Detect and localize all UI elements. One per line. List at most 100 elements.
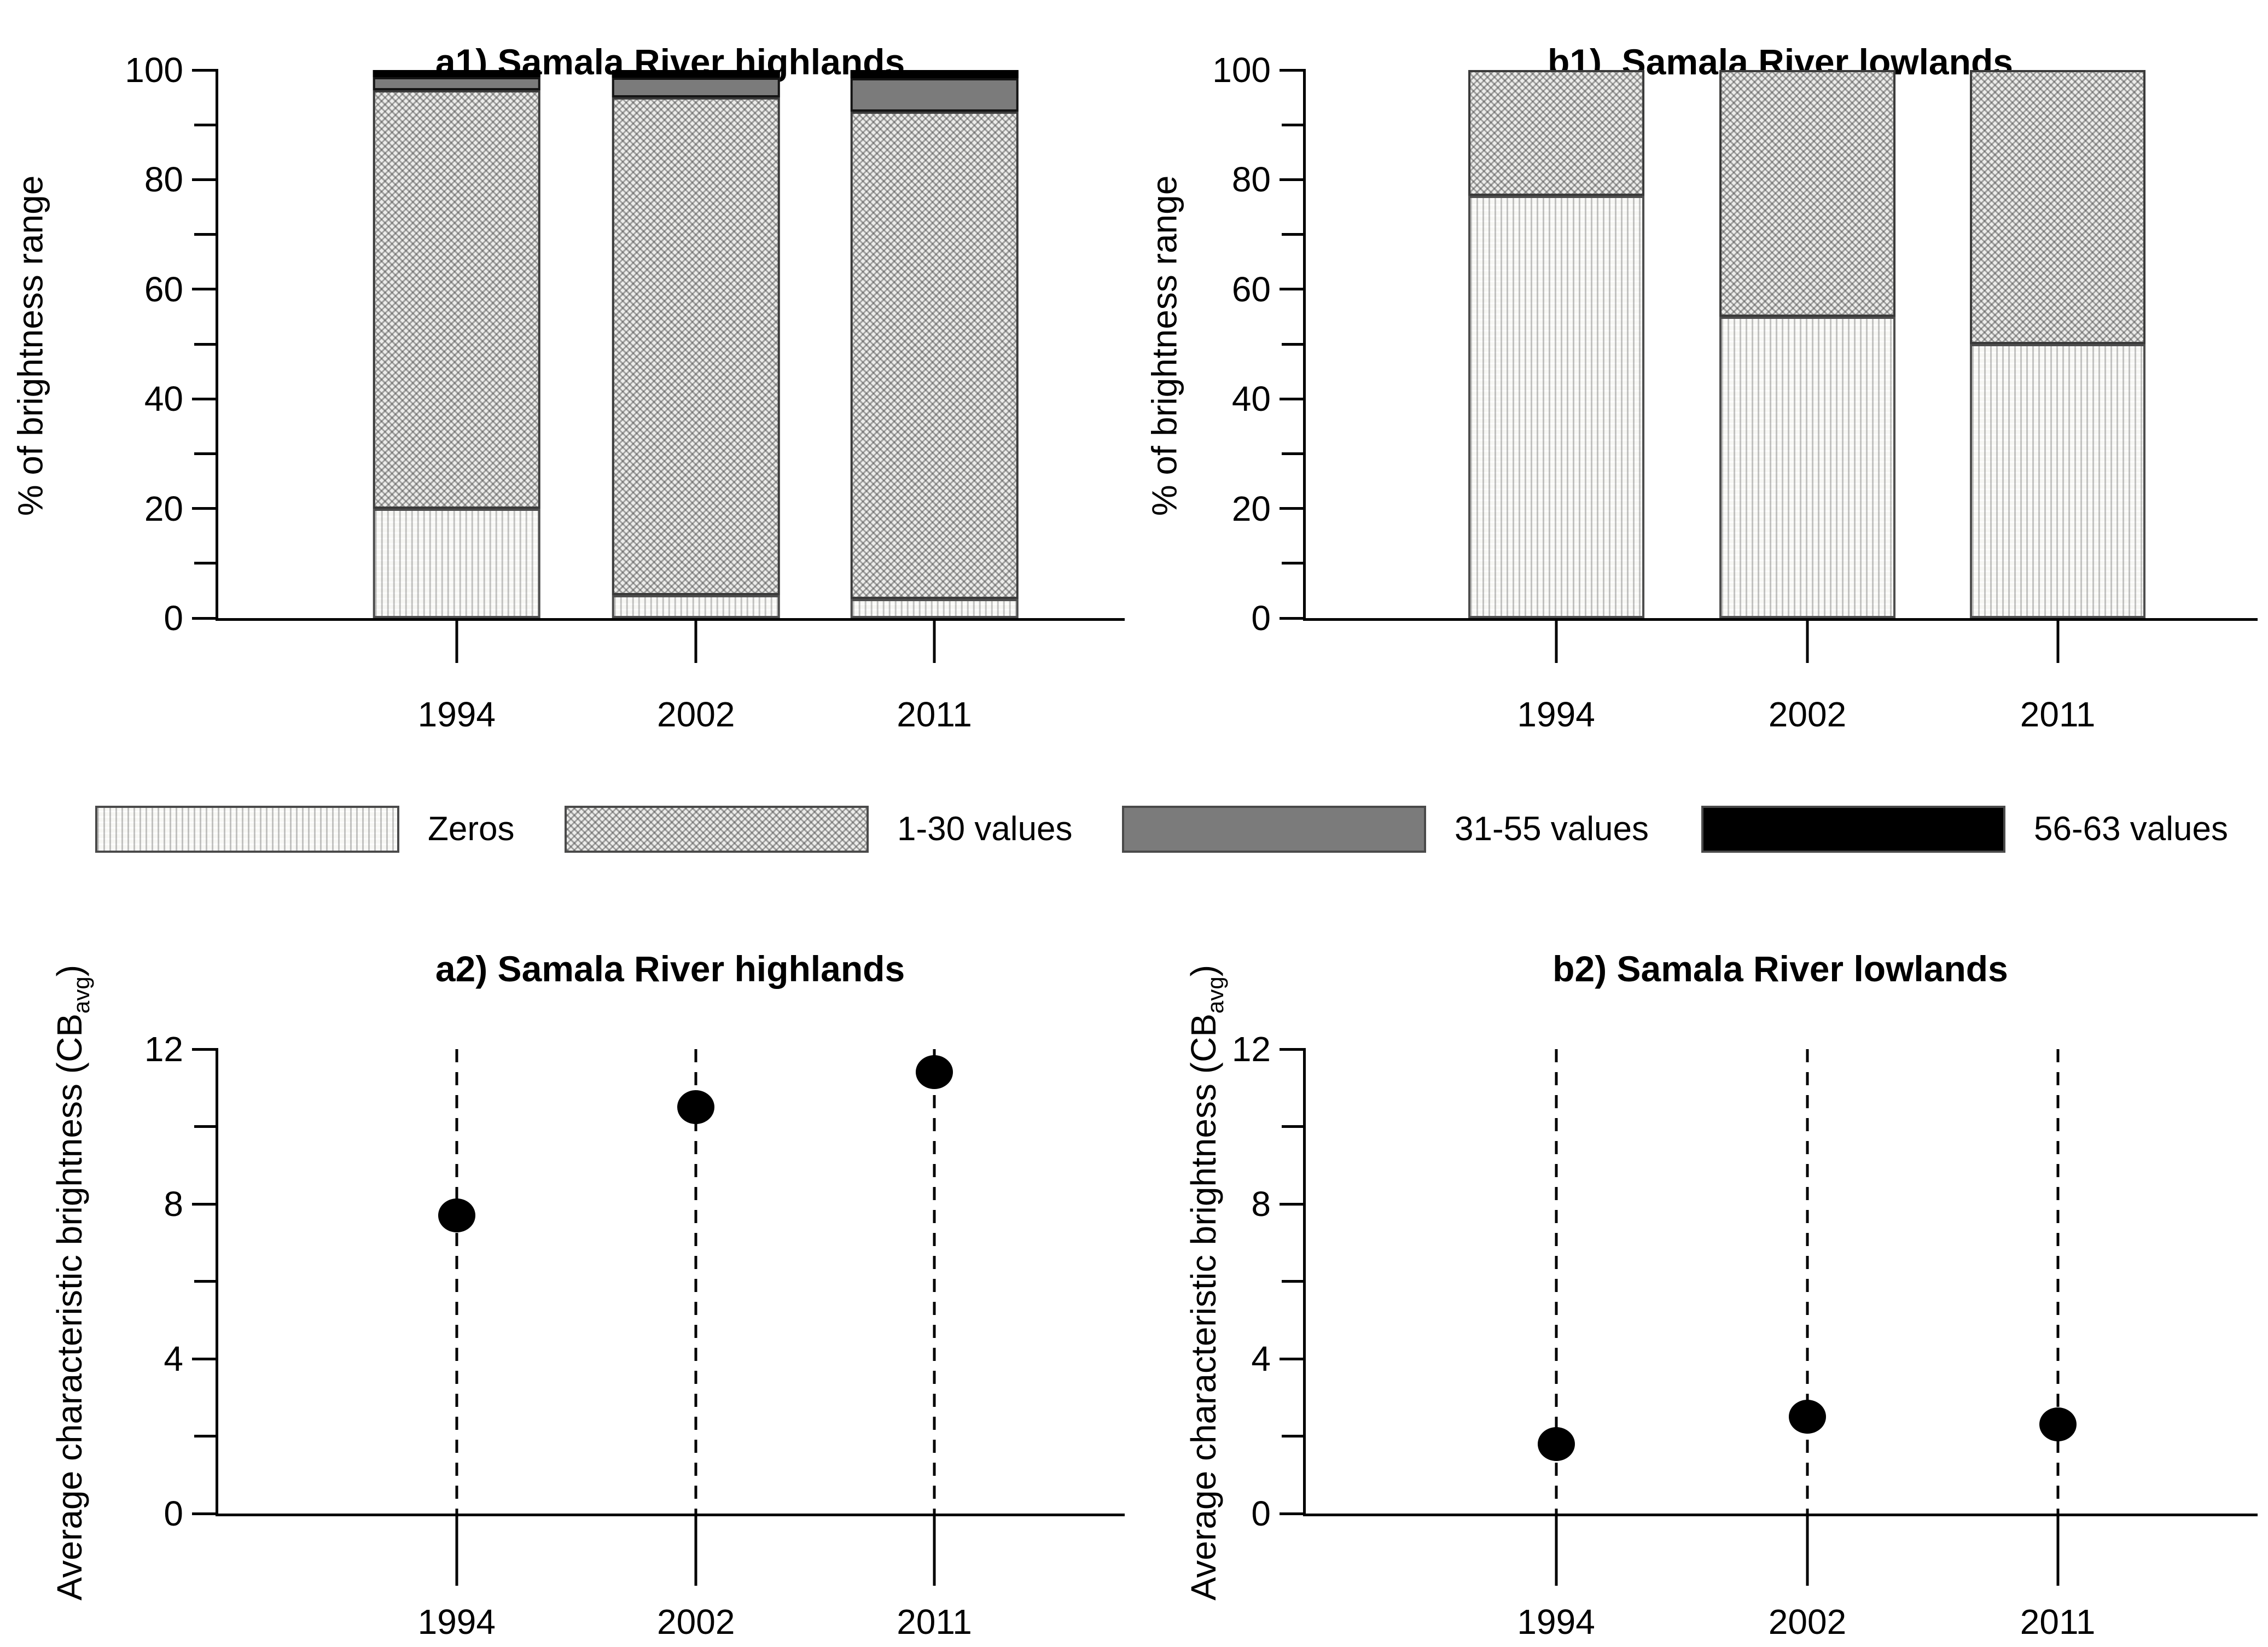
stacked-bar (373, 70, 541, 618)
y-axis-major-tick (192, 507, 218, 510)
legend-swatch-56-63 (1701, 806, 2005, 853)
stacked-bar (1719, 70, 1895, 618)
bar-segment-v31_55 (850, 78, 1019, 112)
legend-item-1-30: 1-30 values (565, 806, 1073, 853)
y-axis-minor-tick (1282, 123, 1306, 126)
y-axis-tick-label: 4 (1251, 1339, 1271, 1379)
y-axis-tick-label: 60 (1231, 269, 1271, 309)
y-axis-minor-tick (1282, 1280, 1306, 1283)
y-axis-minor-tick (194, 562, 218, 565)
bar-segment-zeros (850, 598, 1019, 618)
panel-b1-lowlands-bars: b1) Samala River lowlands % of brightnes… (1134, 0, 2268, 763)
bar-segment-v1_30 (1969, 70, 2146, 344)
chart-title: a2) Samala River highlands (435, 948, 905, 989)
y-axis-major-tick (1280, 1512, 1306, 1515)
bar-segment-v56_63 (373, 70, 541, 78)
x-axis-year-label: 2011 (897, 1602, 972, 1642)
y-axis-label-text: Average characteristic brightness (CBavg… (50, 964, 94, 1601)
x-axis-year-label: 2011 (897, 695, 972, 734)
panel-b2-lowlands-points: b2) Samala River lowlands Average charac… (1134, 886, 2268, 1647)
y-axis-tick-label: 0 (164, 598, 183, 638)
y-axis-label-text: % of brightness range (1144, 175, 1184, 516)
x-axis-tick (1806, 1514, 1809, 1586)
stacked-bar (1468, 70, 1644, 618)
y-axis-minor-tick (1282, 562, 1306, 565)
x-axis-tick (2056, 1514, 2060, 1586)
y-axis-label: Average characteristic brightness (CBavg… (39, 965, 100, 1601)
y-axis-label-suffix: ) (50, 964, 89, 977)
legend-item-zeros: Zeros (95, 806, 514, 853)
x-axis-year-label: 1994 (417, 1602, 496, 1642)
y-axis-major-tick (1280, 68, 1306, 72)
y-axis-minor-tick (194, 342, 218, 346)
legend-label: Zeros (428, 810, 515, 848)
y-axis-major-tick (1280, 1357, 1306, 1360)
bar-segment-v1_30 (850, 112, 1019, 599)
legend-label: 1-30 values (897, 810, 1073, 848)
y-axis-major-tick (1280, 1202, 1306, 1206)
stacked-bar (850, 70, 1019, 618)
dashed-guide-line (455, 1049, 458, 1514)
x-axis-year-label: 1994 (1517, 695, 1595, 734)
legend-swatch-zeros (95, 806, 399, 853)
dashed-guide-line (2056, 1049, 2060, 1514)
y-axis-major-tick (192, 178, 218, 181)
y-axis-label-suffix: ) (1184, 964, 1223, 977)
stacked-bar (612, 70, 780, 618)
x-axis-tick (1806, 618, 1809, 663)
y-axis-label-subscript: avg (1202, 976, 1228, 1014)
y-axis-major-tick (1280, 178, 1306, 181)
bar-segment-zeros (1969, 344, 2146, 618)
y-axis-label-text: Average characteristic brightness (CBavg… (1184, 964, 1228, 1601)
data-point (1537, 1427, 1575, 1461)
legend-item-31-55: 31-55 values (1122, 806, 1649, 853)
x-axis-year-label: 2002 (657, 695, 735, 734)
y-axis-tick-label: 0 (164, 1494, 183, 1533)
bar-segment-zeros (373, 508, 541, 618)
panel-a1-highlands-bars: a1) Samala River highlands % of brightne… (0, 0, 1134, 763)
y-axis-minor-tick (194, 1125, 218, 1128)
y-axis-minor-tick (194, 123, 218, 126)
y-axis-tick-label: 80 (144, 160, 183, 200)
y-axis-major-tick (1280, 1047, 1306, 1051)
y-axis-minor-tick (194, 1435, 218, 1438)
y-axis-minor-tick (194, 233, 218, 236)
y-axis-major-tick (192, 288, 218, 291)
y-axis-major-tick (1280, 397, 1306, 400)
bar-segment-zeros (1719, 316, 1895, 618)
y-axis-minor-tick (1282, 1125, 1306, 1128)
y-axis-major-tick (1280, 288, 1306, 291)
y-axis-minor-tick (194, 1280, 218, 1283)
bar-segment-zeros (1468, 196, 1644, 618)
y-axis-label-main: Average characteristic brightness (CB (50, 1013, 89, 1601)
x-axis-year-label: 1994 (417, 695, 496, 734)
x-axis-year-label: 2002 (657, 1602, 735, 1642)
data-point (1788, 1400, 1826, 1434)
x-axis-tick (694, 1514, 697, 1586)
y-axis-major-tick (192, 1047, 218, 1051)
bar-segment-zeros (612, 595, 780, 618)
bar-segment-v31_55 (612, 78, 780, 98)
y-axis-tick-label: 8 (164, 1184, 183, 1224)
plot-area: 0 4 8 12 1994 2002 2011 (144, 1032, 1125, 1639)
chart-title: b2) Samala River lowlands (1552, 948, 2008, 989)
y-axis-tick-label: 40 (144, 379, 183, 419)
y-axis-label-main: % of brightness range (1144, 175, 1184, 516)
y-axis-tick-label: 12 (1231, 1029, 1271, 1069)
y-axis-tick-label: 20 (1231, 488, 1271, 528)
y-axis-major-tick (192, 1512, 218, 1515)
plot-area: 0 20 40 60 80 100 1994 2002 2011 (125, 53, 1125, 732)
dashed-guide-line (1555, 1049, 1558, 1514)
bar-segment-v1_30 (373, 90, 541, 509)
y-axis-label-main: Average characteristic brightness (CB (1184, 1013, 1223, 1601)
legend-label: 31-55 values (1455, 810, 1649, 848)
y-axis-label-text: % of brightness range (10, 175, 50, 516)
y-axis-tick-label: 80 (1231, 160, 1271, 200)
x-axis-year-label: 1994 (1517, 1602, 1595, 1642)
y-axis-major-tick (192, 68, 218, 72)
bar-segment-v1_30 (1719, 70, 1895, 317)
panel-a2-highlands-points: a2) Samala River highlands Average chara… (0, 886, 1134, 1647)
dashed-guide-line (933, 1049, 936, 1514)
x-axis-year-label: 2002 (1768, 1602, 1847, 1642)
